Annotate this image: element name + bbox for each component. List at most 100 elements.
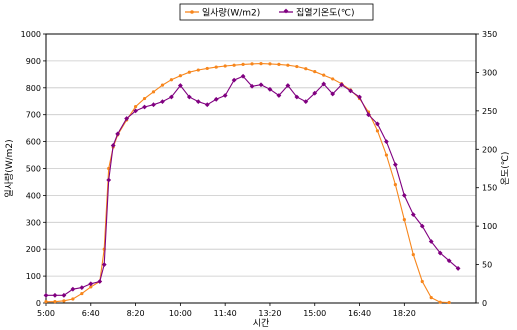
series-1-point [232,63,236,67]
y-left-tick-label: 0 [36,299,41,308]
y-left-tick-label: 500 [26,165,41,174]
series-1-point [160,83,165,87]
series-1-point [151,90,156,94]
series-1-point [411,252,415,257]
series-1-point [178,74,182,78]
series-2-point [392,162,398,168]
series-1-point [313,70,317,74]
series-2-point [446,258,452,264]
y-left-tick-label: 1000 [21,30,41,39]
y-left-tick-label: 800 [26,84,41,93]
y-right-tick-label: 300 [482,68,497,77]
series-1-point [205,66,209,71]
series-1-point [62,299,66,303]
x-tick-label: 13:20 [258,309,281,318]
series-2-point [124,116,130,121]
series-1-point [393,183,397,187]
legend-marker-irradiance [190,10,194,14]
y-right-tick-label: 0 [482,299,487,308]
series-1-point [71,297,75,301]
series-1-point [142,96,147,101]
y-right-tick-label: 350 [482,30,497,39]
y-left-tick-label: 900 [26,57,41,66]
series-1-point [250,62,254,66]
series-2-point [240,73,246,79]
series-1-point [241,62,245,66]
series-1-point [268,62,272,66]
series-2-point [267,86,273,92]
series-1-point [322,73,326,77]
series-2-point [222,93,228,98]
series-1-point [214,65,218,69]
y-axis-right-title: 온도(℃) [500,152,511,186]
x-axis-ticks: 5:00 6:40 8:20 10:00 11:40 13:20 15:00 16:40 18:… [37,303,416,318]
series-2-point [419,223,425,229]
y-right-tick-label: 200 [482,145,497,154]
legend-label-irradiance: 일사량(W/m2) [202,7,260,19]
legend: 일사량(W/m2) 집열기온도(℃) [179,3,374,21]
x-tick-label: 6:40 [82,309,100,318]
y-right-tick-label: 150 [482,184,497,193]
x-tick-label: 16:40 [348,309,371,318]
series-2-point [204,102,210,108]
series-2-point [348,88,353,94]
series-1-point [89,285,93,289]
series-2-point [410,212,416,218]
y-left-tick-label: 700 [26,111,41,120]
series-2-point [88,281,94,287]
series-1-point [223,64,227,68]
series-2-point [231,77,237,83]
series-1-point [44,300,48,304]
series-2-point [142,104,147,110]
series-2-point [366,112,371,118]
y-left-tick-label: 600 [26,138,41,147]
series-2-point [115,131,121,137]
series-2-point [401,192,407,198]
series-2-point [249,83,255,89]
series-1-point [384,153,389,157]
x-tick-label: 15:00 [303,309,326,318]
series-1-point [80,291,84,296]
gridlines [46,60,476,277]
series-2-point [357,94,362,100]
y-right-tick-label: 250 [482,107,497,116]
x-tick-label: 18:20 [393,309,416,318]
series-1-point [304,67,308,71]
series-1-point [295,64,299,69]
series-1-point [187,70,191,74]
series-2-point [330,91,336,97]
series-2-point [195,99,201,105]
series-1-point [53,300,57,304]
y-axis-left-title: 일사량(W/m2) [3,139,15,197]
series-2-point [303,99,309,105]
series-2-point [312,90,318,96]
series-2-point [428,239,434,244]
series-1-point [447,300,451,305]
y-left-tick-label: 200 [26,245,41,254]
series-2-point [79,285,85,291]
series-2-point [169,94,174,100]
series-2-point [294,94,300,100]
series-2-point [276,93,282,98]
series-1-point [286,63,290,67]
y-left-tick-label: 100 [26,272,41,281]
series-2-point [285,83,291,88]
x-tick-label: 11:40 [214,309,237,318]
y-left-tick-label: 400 [26,191,41,200]
series-1-point [375,129,380,133]
series-2-point [213,96,219,102]
series-1-point [331,77,335,81]
series-1-point [277,62,281,66]
series-2-point [110,143,116,148]
series-1-point [133,105,138,109]
y-axis-right-ticks: 0 50 100 150 200 250 300 350 [476,30,497,308]
series-2-point [70,286,76,292]
series-1-point [402,218,406,222]
series-1-point [420,279,424,284]
y-right-tick-label: 100 [482,222,497,231]
series-1-point [259,61,263,66]
series-1-point [429,296,433,300]
y-right-tick-label: 50 [482,261,492,270]
